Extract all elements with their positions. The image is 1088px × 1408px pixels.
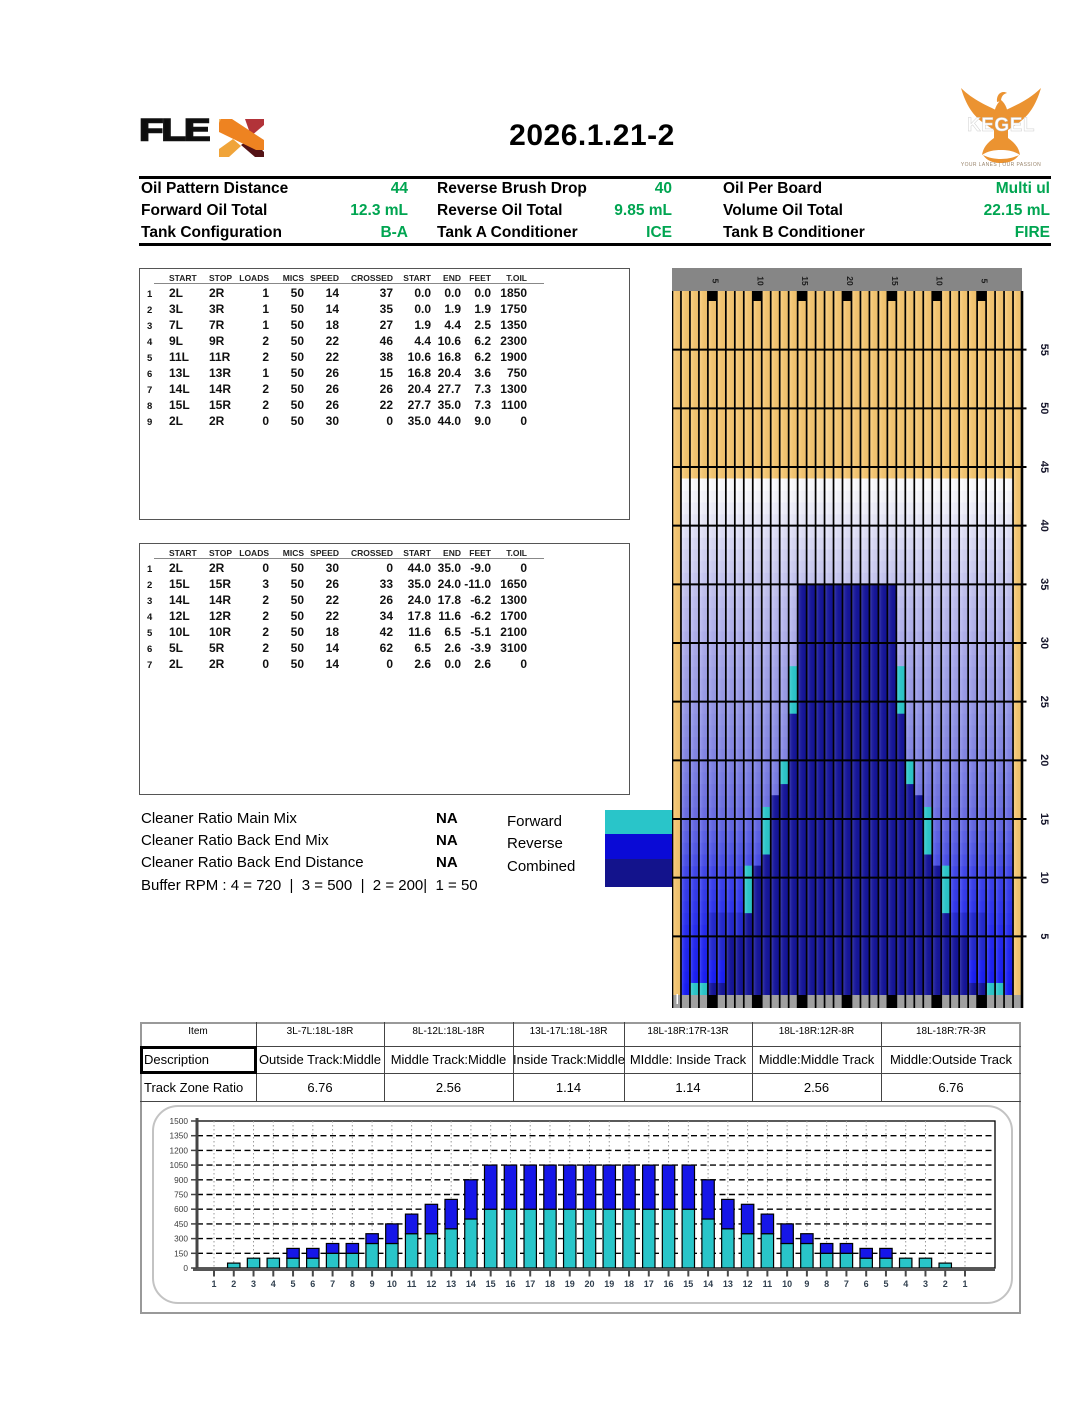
svg-text:16: 16 (505, 1279, 515, 1289)
svg-text:15: 15 (1038, 813, 1050, 825)
svg-text:5: 5 (1038, 933, 1050, 939)
svg-text:1050: 1050 (170, 1160, 189, 1170)
svg-text:25: 25 (1038, 696, 1050, 708)
svg-text:10: 10 (782, 1279, 792, 1289)
svg-text:15: 15 (890, 276, 900, 286)
svg-text:17: 17 (525, 1279, 535, 1289)
svg-text:150: 150 (174, 1248, 188, 1258)
svg-text:10: 10 (755, 276, 765, 286)
svg-text:1350: 1350 (170, 1131, 189, 1141)
svg-text:2: 2 (943, 1279, 948, 1289)
svg-text:12: 12 (743, 1279, 753, 1289)
svg-text:10: 10 (1038, 872, 1050, 884)
svg-text:13: 13 (446, 1279, 456, 1289)
svg-text:35: 35 (1038, 578, 1050, 590)
svg-text:10: 10 (935, 276, 945, 286)
svg-text:300: 300 (174, 1234, 188, 1244)
svg-text:4: 4 (271, 1279, 276, 1289)
svg-text:10: 10 (387, 1279, 397, 1289)
svg-text:KEGEL: KEGEL (967, 115, 1035, 136)
svg-text:15: 15 (683, 1279, 693, 1289)
svg-text:15: 15 (486, 1279, 496, 1289)
svg-text:2: 2 (231, 1279, 236, 1289)
svg-text:14: 14 (703, 1279, 713, 1289)
svg-text:20: 20 (845, 276, 855, 286)
svg-text:450: 450 (174, 1219, 188, 1229)
svg-text:20: 20 (584, 1279, 594, 1289)
svg-text:17: 17 (644, 1279, 654, 1289)
svg-text:7: 7 (844, 1279, 849, 1289)
svg-text:19: 19 (604, 1279, 614, 1289)
svg-text:3: 3 (251, 1279, 256, 1289)
svg-text:11: 11 (763, 1279, 773, 1289)
svg-text:600: 600 (174, 1204, 188, 1214)
svg-text:0: 0 (183, 1263, 188, 1273)
svg-text:50: 50 (1038, 402, 1050, 414)
svg-text:1: 1 (211, 1279, 216, 1289)
svg-text:55: 55 (1038, 344, 1050, 356)
svg-text:1500: 1500 (170, 1116, 189, 1126)
svg-text:20: 20 (1038, 754, 1050, 766)
svg-text:5: 5 (710, 279, 720, 284)
svg-text:6: 6 (310, 1279, 315, 1289)
svg-text:18: 18 (624, 1279, 634, 1289)
svg-text:16: 16 (664, 1279, 674, 1289)
svg-text:1: 1 (962, 1279, 967, 1289)
svg-text:15: 15 (800, 276, 810, 286)
svg-text:3: 3 (923, 1279, 928, 1289)
svg-text:6: 6 (864, 1279, 869, 1289)
svg-text:13: 13 (723, 1279, 733, 1289)
svg-text:30: 30 (1038, 637, 1050, 649)
svg-text:YOUR LANES | OUR PASSION: YOUR LANES | OUR PASSION (961, 162, 1041, 168)
svg-text:5: 5 (291, 1279, 296, 1289)
svg-text:750: 750 (174, 1190, 188, 1200)
svg-text:5: 5 (883, 1279, 888, 1289)
svg-text:900: 900 (174, 1175, 188, 1185)
svg-text:19: 19 (565, 1279, 575, 1289)
svg-text:1200: 1200 (170, 1145, 189, 1155)
svg-text:8: 8 (824, 1279, 829, 1289)
svg-text:14: 14 (466, 1279, 476, 1289)
svg-text:8: 8 (350, 1279, 355, 1289)
svg-text:5: 5 (980, 279, 990, 284)
svg-text:9: 9 (804, 1279, 809, 1289)
svg-text:18: 18 (545, 1279, 555, 1289)
svg-text:45: 45 (1038, 461, 1050, 473)
svg-text:40: 40 (1038, 520, 1050, 532)
svg-text:9: 9 (370, 1279, 375, 1289)
svg-text:12: 12 (426, 1279, 436, 1289)
svg-text:7: 7 (330, 1279, 335, 1289)
svg-text:11: 11 (407, 1279, 417, 1289)
svg-text:4: 4 (903, 1279, 908, 1289)
